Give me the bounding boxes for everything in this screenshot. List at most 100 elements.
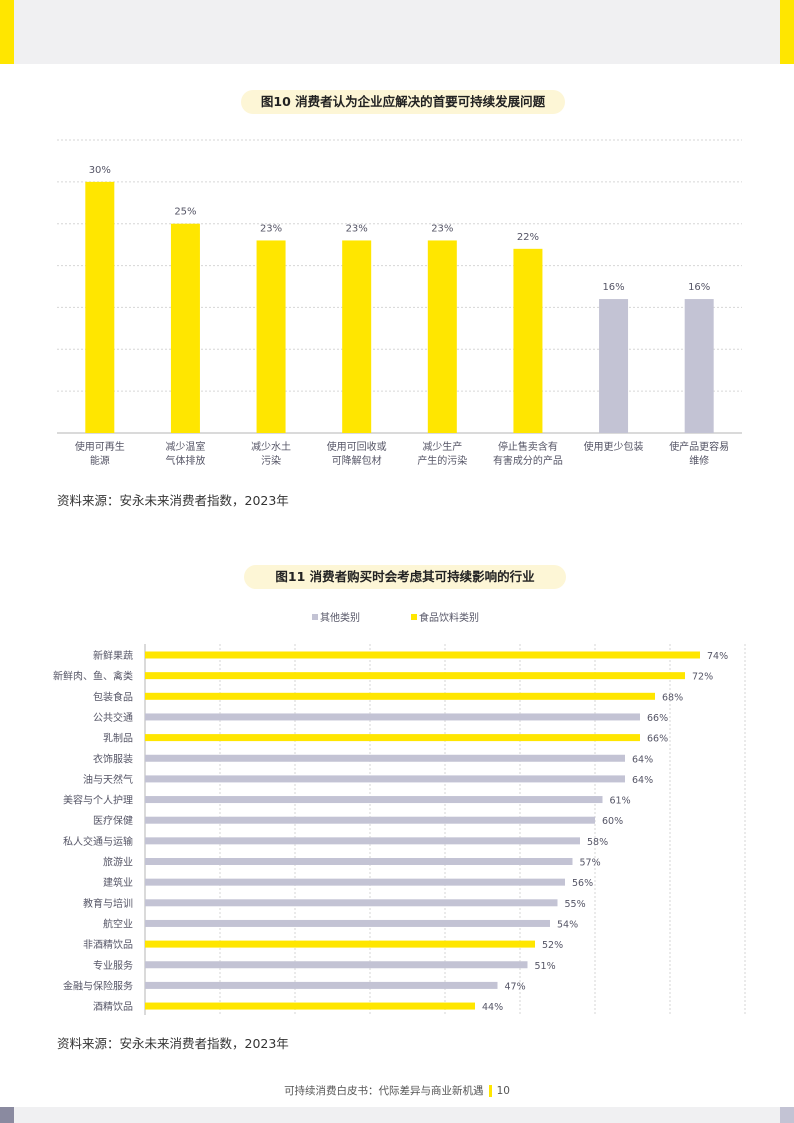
fig11-legend-label-food: 食品饮料类别 (419, 611, 479, 624)
fig10-bar (513, 248, 543, 433)
fig11-value-label: 55% (565, 899, 586, 910)
fig11-category-label: 金融与保险服务 (63, 979, 133, 992)
fig11-value-label: 57% (580, 858, 601, 869)
fig11-category-label: 美容与个人护理 (63, 794, 133, 807)
fig11-category-label: 私人交通与运输 (63, 835, 133, 848)
page-number: 10 (496, 1085, 510, 1097)
fig11-category-label: 酒精饮品 (93, 1000, 133, 1013)
fig10-value-label: 30% (89, 165, 111, 176)
fig11-legend-label-other: 其他类别 (320, 611, 360, 624)
fig11-bar (145, 754, 625, 762)
fig11-bar (145, 899, 558, 907)
footer-title: 可持续消费白皮书：代际差异与商业新机遇 (284, 1085, 484, 1097)
fig11-category-label: 包装食品 (93, 690, 133, 703)
fig10-category-label: 气体排放 (165, 454, 205, 467)
fig11-bar (145, 816, 595, 824)
fig11-value-label: 64% (632, 775, 653, 786)
fig10-category-label: 维修 (689, 454, 709, 467)
fig10-category-label: 污染 (261, 454, 281, 467)
fig11-bar (145, 796, 603, 804)
fig11-category-label: 专业服务 (93, 959, 133, 972)
fig11-bar (145, 940, 535, 948)
fig11-category-label: 航空业 (103, 917, 133, 930)
footer-accent-right (780, 1107, 794, 1123)
fig11-bar (145, 858, 573, 865)
fig11-bar (145, 692, 655, 700)
fig10-category-label: 停止售卖含有 (498, 440, 558, 453)
fig11-bar (145, 878, 565, 886)
fig11-title: 图11 消费者购买时会考虑其可持续影响的行业 (244, 565, 566, 589)
fig11-category-label: 医疗保健 (93, 814, 133, 827)
fig10-bar (85, 181, 115, 433)
fig10-value-label: 25% (174, 207, 196, 218)
fig11-value-label: 56% (572, 878, 593, 889)
fig10-value-label: 22% (517, 232, 539, 243)
fig11-bar (145, 713, 640, 721)
fig11-value-label: 64% (632, 754, 653, 765)
fig11-bar (145, 651, 700, 659)
fig11-category-label: 乳制品 (103, 732, 133, 745)
fig11-value-label: 51% (535, 961, 556, 972)
fig11-legend-swatch-other (312, 614, 318, 620)
fig10-bar (256, 240, 286, 433)
fig10-value-label: 16% (602, 282, 624, 293)
header-band (0, 0, 794, 64)
fig11-value-label: 52% (542, 940, 563, 951)
fig11-category-label: 衣饰服装 (93, 752, 133, 765)
fig10-category-label: 减少水土 (251, 440, 291, 453)
fig11-category-label: 公共交通 (93, 711, 133, 724)
fig11-value-label: 54% (557, 919, 578, 930)
fig11-legend-swatch-food (411, 614, 417, 620)
footer-separator (488, 1085, 492, 1097)
fig11-value-label: 60% (602, 816, 623, 827)
fig11-bar (145, 961, 528, 969)
fig10-bar (342, 240, 372, 433)
fig10-category-label: 减少生产 (422, 440, 462, 453)
fig10-category-label: 使用可再生 (75, 440, 125, 453)
footer-accent-left (0, 1107, 14, 1123)
fig11-bar (145, 1002, 475, 1010)
fig11-category-label: 建筑业 (103, 876, 133, 889)
fig11-category-label: 油与天然气 (83, 773, 133, 786)
fig10-category-label: 减少温室 (165, 440, 205, 453)
fig11-value-label: 44% (482, 1002, 503, 1013)
fig11-category-label: 旅游业 (103, 856, 133, 869)
fig10-bar (170, 223, 200, 433)
fig10-value-label: 23% (431, 223, 453, 234)
header-accent-right (780, 0, 794, 64)
fig11-source: 资料来源：安永未来消费者指数，2023年 (57, 1036, 289, 1051)
fig10-category-label: 使用可回收或 (327, 440, 387, 453)
fig10-category-label: 使产品更容易 (669, 440, 729, 453)
fig10-value-label: 23% (346, 223, 368, 234)
fig10-category-label: 有害成分的产品 (493, 454, 563, 467)
fig11-category-label: 新鲜果蔬 (93, 649, 133, 662)
fig11-bar-chart: 其他类别 食品饮料类别 74% 新鲜果蔬 72% 新鲜肉、鱼、禽类 68% 包装食品 66% 公共… (53, 611, 746, 1015)
fig10-bar (427, 240, 457, 433)
fig11-value-label: 58% (587, 837, 608, 848)
page-footer: 可持续消费白皮书：代际差异与商业新机遇 10 (0, 1083, 794, 1098)
fig11-value-label: 47% (505, 981, 526, 992)
fig11-bar (145, 837, 580, 845)
fig11-category-label: 教育与培训 (83, 897, 133, 910)
fig10-source: 资料来源：安永未来消费者指数，2023年 (57, 493, 289, 508)
header-accent-left (0, 0, 14, 64)
fig10-bar (684, 299, 714, 433)
fig11-value-label: 66% (647, 734, 668, 745)
fig10-value-label: 23% (260, 223, 282, 234)
fig10-value-label: 16% (688, 282, 710, 293)
fig11-category-label: 非酒精饮品 (83, 938, 133, 951)
fig10-category-label: 使用更少包装 (584, 440, 644, 453)
fig11-bar (145, 919, 550, 927)
fig11-value-label: 68% (662, 692, 683, 703)
fig10-bar (599, 299, 629, 433)
fig10-category-label: 产生的污染 (417, 454, 467, 467)
fig11-value-label: 61% (610, 796, 631, 807)
fig11-value-label: 66% (647, 713, 668, 724)
fig11-bar (145, 775, 625, 783)
fig11-bar (145, 981, 498, 989)
fig11-category-label: 新鲜肉、鱼、禽类 (53, 670, 133, 683)
fig10-category-label: 可降解包材 (332, 454, 382, 467)
fig10-category-label: 能源 (90, 454, 110, 467)
fig11-value-label: 74% (707, 651, 728, 662)
